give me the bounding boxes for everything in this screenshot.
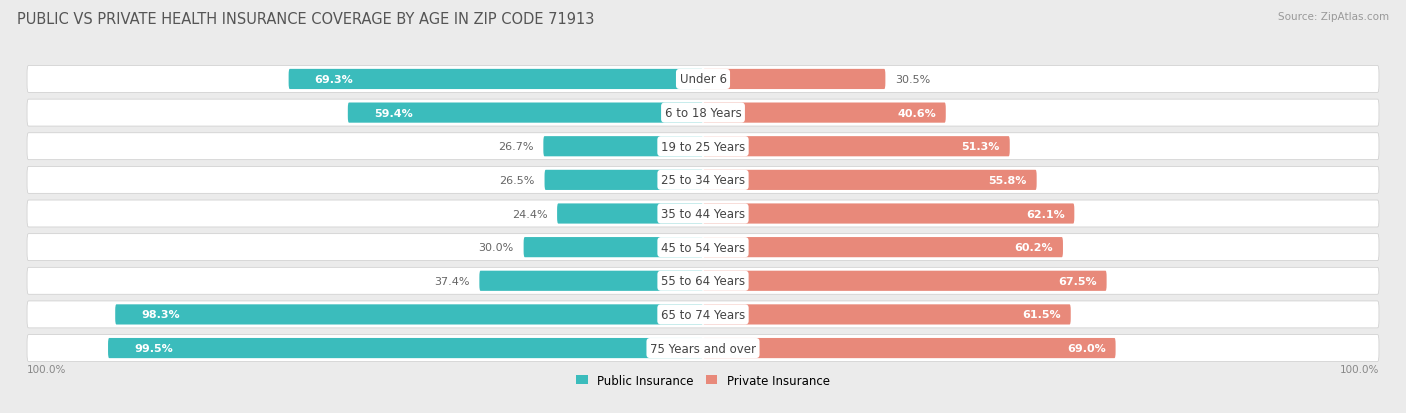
Text: 6 to 18 Years: 6 to 18 Years [665,107,741,120]
FancyBboxPatch shape [703,204,1074,224]
FancyBboxPatch shape [544,170,703,190]
Text: 99.5%: 99.5% [134,343,173,353]
FancyBboxPatch shape [703,305,1071,325]
FancyBboxPatch shape [27,335,1379,362]
FancyBboxPatch shape [27,66,1379,93]
FancyBboxPatch shape [288,70,703,90]
FancyBboxPatch shape [27,234,1379,261]
Text: 100.0%: 100.0% [1340,364,1379,374]
Text: 69.3%: 69.3% [315,75,353,85]
Text: Under 6: Under 6 [679,73,727,86]
Text: 26.7%: 26.7% [498,142,534,152]
Text: 30.5%: 30.5% [896,75,931,85]
Text: 69.0%: 69.0% [1067,343,1107,353]
FancyBboxPatch shape [479,271,703,291]
FancyBboxPatch shape [27,133,1379,160]
Text: PUBLIC VS PRIVATE HEALTH INSURANCE COVERAGE BY AGE IN ZIP CODE 71913: PUBLIC VS PRIVATE HEALTH INSURANCE COVER… [17,12,595,27]
FancyBboxPatch shape [703,271,1107,291]
Text: 61.5%: 61.5% [1022,310,1062,320]
Text: 51.3%: 51.3% [962,142,1000,152]
FancyBboxPatch shape [703,170,1036,190]
Text: 45 to 54 Years: 45 to 54 Years [661,241,745,254]
Text: 75 Years and over: 75 Years and over [650,342,756,355]
FancyBboxPatch shape [27,301,1379,328]
Text: 24.4%: 24.4% [512,209,547,219]
Text: 98.3%: 98.3% [141,310,180,320]
Text: 25 to 34 Years: 25 to 34 Years [661,174,745,187]
FancyBboxPatch shape [523,237,703,258]
FancyBboxPatch shape [347,103,703,123]
Text: 40.6%: 40.6% [897,108,936,118]
Text: 35 to 44 Years: 35 to 44 Years [661,207,745,221]
FancyBboxPatch shape [27,167,1379,194]
FancyBboxPatch shape [27,201,1379,228]
FancyBboxPatch shape [557,204,703,224]
FancyBboxPatch shape [543,137,703,157]
Text: 30.0%: 30.0% [478,242,513,252]
FancyBboxPatch shape [703,103,946,123]
Text: 62.1%: 62.1% [1026,209,1064,219]
Text: 100.0%: 100.0% [27,364,66,374]
FancyBboxPatch shape [703,70,886,90]
Text: 37.4%: 37.4% [434,276,470,286]
Text: 26.5%: 26.5% [499,176,534,185]
Text: 65 to 74 Years: 65 to 74 Years [661,308,745,321]
Text: 67.5%: 67.5% [1059,276,1097,286]
Text: 55 to 64 Years: 55 to 64 Years [661,275,745,287]
Text: 19 to 25 Years: 19 to 25 Years [661,140,745,153]
FancyBboxPatch shape [703,137,1010,157]
FancyBboxPatch shape [703,338,1115,358]
Text: 59.4%: 59.4% [374,108,412,118]
Text: Source: ZipAtlas.com: Source: ZipAtlas.com [1278,12,1389,22]
FancyBboxPatch shape [27,100,1379,127]
Legend: Public Insurance, Private Insurance: Public Insurance, Private Insurance [571,369,835,392]
Text: 55.8%: 55.8% [988,176,1026,185]
FancyBboxPatch shape [703,237,1063,258]
FancyBboxPatch shape [27,268,1379,294]
FancyBboxPatch shape [115,305,703,325]
Text: 60.2%: 60.2% [1015,242,1053,252]
FancyBboxPatch shape [108,338,703,358]
